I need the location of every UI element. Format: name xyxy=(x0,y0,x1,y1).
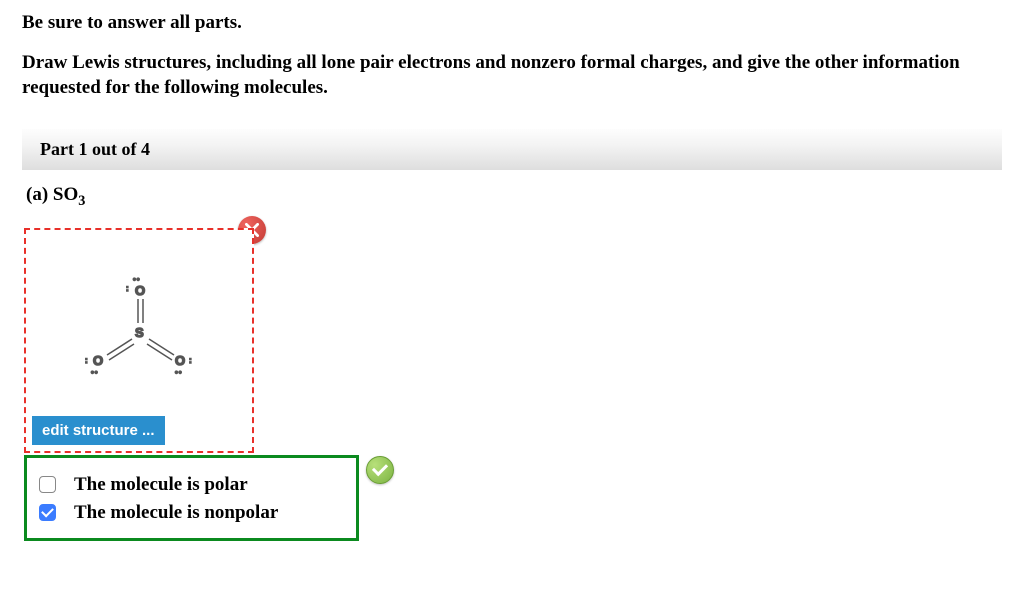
molecule-sketch: S O •• : O : •• O : xyxy=(79,263,199,383)
svg-text:S: S xyxy=(135,325,144,340)
drawing-area: S O •• : O : •• O : xyxy=(24,228,254,453)
edit-structure-button[interactable]: edit structure ... xyxy=(32,416,165,445)
subpart-subscript: 3 xyxy=(78,193,85,209)
checkbox-polar[interactable] xyxy=(39,476,56,493)
svg-text::: : xyxy=(189,356,192,365)
subpart-label: (a) SO3 xyxy=(26,184,998,210)
part-header: Part 1 out of 4 xyxy=(22,129,1002,170)
checkbox-nonpolar[interactable] xyxy=(39,504,56,521)
svg-text::: : xyxy=(85,356,88,365)
instructions: Be sure to answer all parts. Draw Lewis … xyxy=(22,10,1002,101)
structure-canvas[interactable]: S O •• : O : •• O : xyxy=(26,230,252,416)
structure-box[interactable]: S O •• : O : •• O : xyxy=(24,228,254,453)
option-nonpolar-row: The molecule is nonpolar xyxy=(39,502,344,524)
label-polar: The molecule is polar xyxy=(74,474,248,496)
instructions-line1: Be sure to answer all parts. xyxy=(22,10,1002,36)
svg-text:••: •• xyxy=(133,275,141,284)
subpart-prefix: (a) SO xyxy=(26,184,78,205)
svg-text:••: •• xyxy=(91,368,99,377)
correct-icon xyxy=(366,456,394,484)
svg-text:O: O xyxy=(93,353,103,368)
svg-text:O: O xyxy=(175,353,185,368)
label-nonpolar: The molecule is nonpolar xyxy=(74,502,278,524)
svg-text:••: •• xyxy=(175,368,183,377)
polarity-options: The molecule is polar The molecule is no… xyxy=(24,455,359,541)
instructions-line2: Draw Lewis structures, including all lon… xyxy=(22,50,1002,101)
option-polar-row: The molecule is polar xyxy=(39,474,344,496)
svg-text:O: O xyxy=(135,283,145,298)
svg-text::: : xyxy=(126,284,129,293)
